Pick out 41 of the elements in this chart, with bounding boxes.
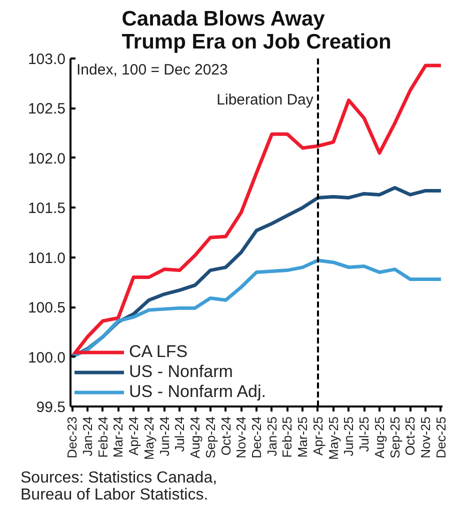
chart-title: Canada Blows Away Trump Era on Job Creation bbox=[122, 8, 392, 54]
x-tick-label: Sep-24 bbox=[202, 416, 218, 458]
x-tick-label: Jan-24 bbox=[80, 416, 95, 456]
x-tick-label: Nov-25 bbox=[418, 416, 434, 458]
x-tick-label: Apr-25 bbox=[310, 416, 326, 456]
x-tick-label: Oct-24 bbox=[218, 416, 234, 456]
y-tick-label: 102.0 bbox=[28, 150, 66, 168]
y-tick-label: 100.5 bbox=[28, 300, 66, 317]
y-tick-label: 100.0 bbox=[28, 349, 66, 366]
x-tick-label: Aug-24 bbox=[188, 416, 203, 458]
x-tick-label: Apr-24 bbox=[126, 416, 142, 456]
y-tick-label: 103.0 bbox=[28, 51, 66, 68]
legend-label: US - Nonfarm Adj. bbox=[129, 382, 266, 402]
y-tick-label: 99.5 bbox=[36, 399, 66, 416]
legend-label: US - Nonfarm bbox=[129, 362, 233, 382]
x-tick-label: Aug-25 bbox=[372, 416, 387, 458]
x-tick-label: May-25 bbox=[326, 416, 341, 460]
annotation: Index, 100 = Dec 2023 bbox=[76, 62, 228, 78]
x-tick-label: Mar-25 bbox=[295, 416, 310, 458]
x-tick-label: Jun-24 bbox=[156, 416, 172, 456]
y-tick-label: 102.5 bbox=[28, 100, 66, 118]
x-tick-label: Oct-25 bbox=[402, 416, 418, 456]
x-tick-label: Jan-25 bbox=[264, 416, 280, 456]
x-tick-label: Jun-25 bbox=[341, 416, 356, 456]
x-tick-label: Feb-24 bbox=[95, 416, 110, 458]
y-tick-label: 101.0 bbox=[28, 250, 66, 267]
x-tick-label: Dec-24 bbox=[249, 416, 264, 458]
source-note: Sources: Statistics Canada, Bureau of Labor Statistics. bbox=[20, 470, 218, 504]
x-tick-label: Dec-25 bbox=[433, 416, 448, 458]
x-tick-label: Sep-25 bbox=[387, 416, 402, 458]
x-tick-label: Jul-25 bbox=[356, 416, 372, 452]
x-tick-label: Mar-24 bbox=[110, 416, 126, 458]
y-tick-label: 101.5 bbox=[28, 200, 66, 218]
line-series bbox=[70, 258, 442, 359]
ref-line-label: Liberation Day bbox=[216, 92, 314, 108]
x-tick-label: Feb-25 bbox=[280, 416, 295, 458]
x-tick-label: Jul-24 bbox=[172, 416, 188, 452]
x-tick-label: Dec-23 bbox=[64, 416, 80, 458]
legend-label: CA LFS bbox=[129, 342, 188, 362]
x-tick-label: Nov-24 bbox=[234, 416, 249, 458]
x-tick-label: May-24 bbox=[141, 416, 156, 460]
